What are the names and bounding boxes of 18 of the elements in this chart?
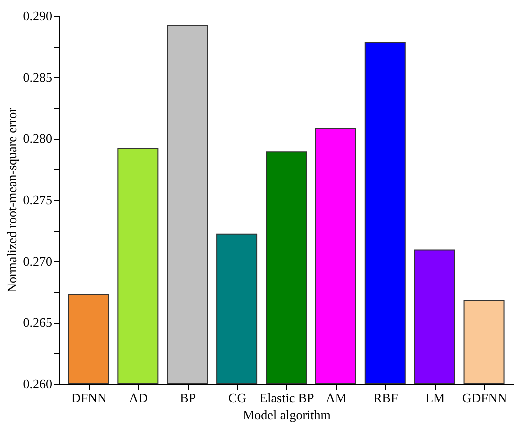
x-axis-title: Model algorithm bbox=[243, 408, 331, 422]
y-tick-label: 0.270 bbox=[23, 254, 52, 269]
y-tick-label: 0.280 bbox=[23, 131, 52, 146]
y-tick-label: 0.275 bbox=[23, 192, 52, 208]
x-tick-label: GDFNN bbox=[462, 390, 508, 406]
y-tick-label: 0.260 bbox=[23, 376, 52, 392]
x-tick-label: AD bbox=[129, 390, 148, 406]
x-tick-label: RBF bbox=[374, 390, 398, 406]
x-tick-label: AM bbox=[326, 390, 348, 406]
y-tick-label: 0.265 bbox=[23, 315, 52, 330]
x-tick-label: DFNN bbox=[72, 390, 108, 406]
x-tick-label: BP bbox=[180, 390, 196, 406]
y-tick-label: 0.290 bbox=[23, 8, 52, 24]
y-axis-title: Normalized root-mean-square error bbox=[4, 107, 20, 293]
x-tick-label: Elastic BP bbox=[260, 390, 314, 406]
x-tick-label: CG bbox=[228, 390, 247, 406]
y-tick-label: 0.285 bbox=[23, 70, 52, 85]
x-tick-label: LM bbox=[426, 390, 446, 406]
